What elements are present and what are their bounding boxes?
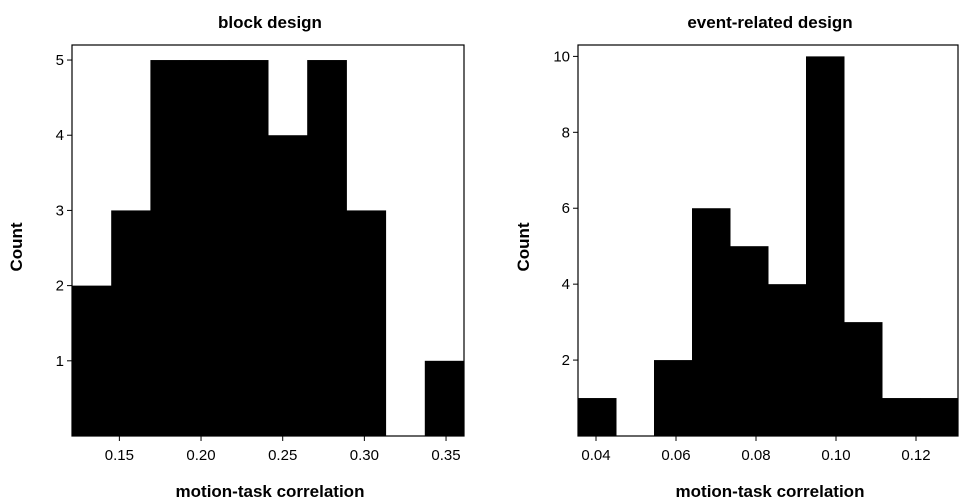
- y-tick-label: 6: [562, 200, 570, 217]
- y-tick-label: 3: [56, 202, 64, 219]
- x-axis-label: motion-task correlation: [676, 482, 865, 501]
- y-tick-label: 4: [56, 127, 64, 144]
- y-tick-label: 5: [56, 52, 64, 69]
- histogram-bar: [150, 60, 191, 436]
- x-tick-label: 0.30: [350, 447, 379, 464]
- y-ticks: 2 4 6 8 10: [553, 48, 578, 369]
- y-tick-label: 2: [562, 352, 570, 369]
- histogram-bar: [189, 60, 230, 436]
- histogram-bar: [920, 398, 959, 436]
- event-related-design-histogram: event-related design motion-task correla…: [514, 13, 959, 501]
- histogram-bar: [72, 285, 112, 436]
- histogram-bar: [654, 360, 693, 436]
- x-ticks: 0.04 0.06 0.08 0.10 0.12: [581, 436, 931, 464]
- x-ticks: 0.15 0.20 0.25 0.30 0.35: [105, 436, 461, 464]
- histogram-bar: [424, 360, 465, 436]
- chart-title: block design: [218, 13, 322, 32]
- x-tick-label: 0.25: [268, 447, 297, 464]
- histogram-bar: [578, 398, 617, 436]
- histogram-bar: [692, 208, 731, 436]
- x-tick-label: 0.08: [741, 447, 770, 464]
- histogram-bar: [346, 210, 387, 436]
- plot-frame: [71, 44, 465, 437]
- x-tick-label: 0.06: [661, 447, 690, 464]
- y-tick-label: 1: [56, 353, 64, 370]
- histogram-bar: [268, 135, 308, 437]
- block-design-histogram: block design motion-task correlation Cou…: [7, 13, 465, 501]
- x-tick-label: 0.15: [105, 447, 134, 464]
- x-axis-label: motion-task correlation: [176, 482, 365, 501]
- x-tick-label: 0.12: [901, 447, 930, 464]
- x-tick-label: 0.04: [581, 447, 610, 464]
- histogram-bar: [768, 284, 807, 436]
- x-tick-label: 0.10: [821, 447, 850, 464]
- histogram-bar: [307, 60, 347, 436]
- y-axis-label: Count: [514, 222, 533, 271]
- histogram-bar: [228, 60, 269, 436]
- histogram-bar: [844, 322, 883, 436]
- y-tick-label: 10: [553, 48, 570, 65]
- x-tick-label: 0.20: [186, 447, 215, 464]
- y-ticks: 1 2 3 4 5: [56, 52, 72, 370]
- y-tick-label: 8: [562, 124, 570, 141]
- histogram-bar: [882, 398, 921, 436]
- bars: [72, 60, 465, 437]
- histogram-bar: [111, 210, 151, 436]
- y-axis-label: Count: [7, 222, 26, 271]
- histogram-bar: [730, 246, 769, 436]
- y-tick-label: 4: [562, 276, 570, 293]
- histogram-bar: [806, 56, 845, 436]
- x-tick-label: 0.35: [431, 447, 460, 464]
- plot-frame: [577, 44, 959, 437]
- y-tick-label: 2: [56, 278, 64, 295]
- chart-title: event-related design: [687, 13, 852, 32]
- bars: [578, 56, 959, 436]
